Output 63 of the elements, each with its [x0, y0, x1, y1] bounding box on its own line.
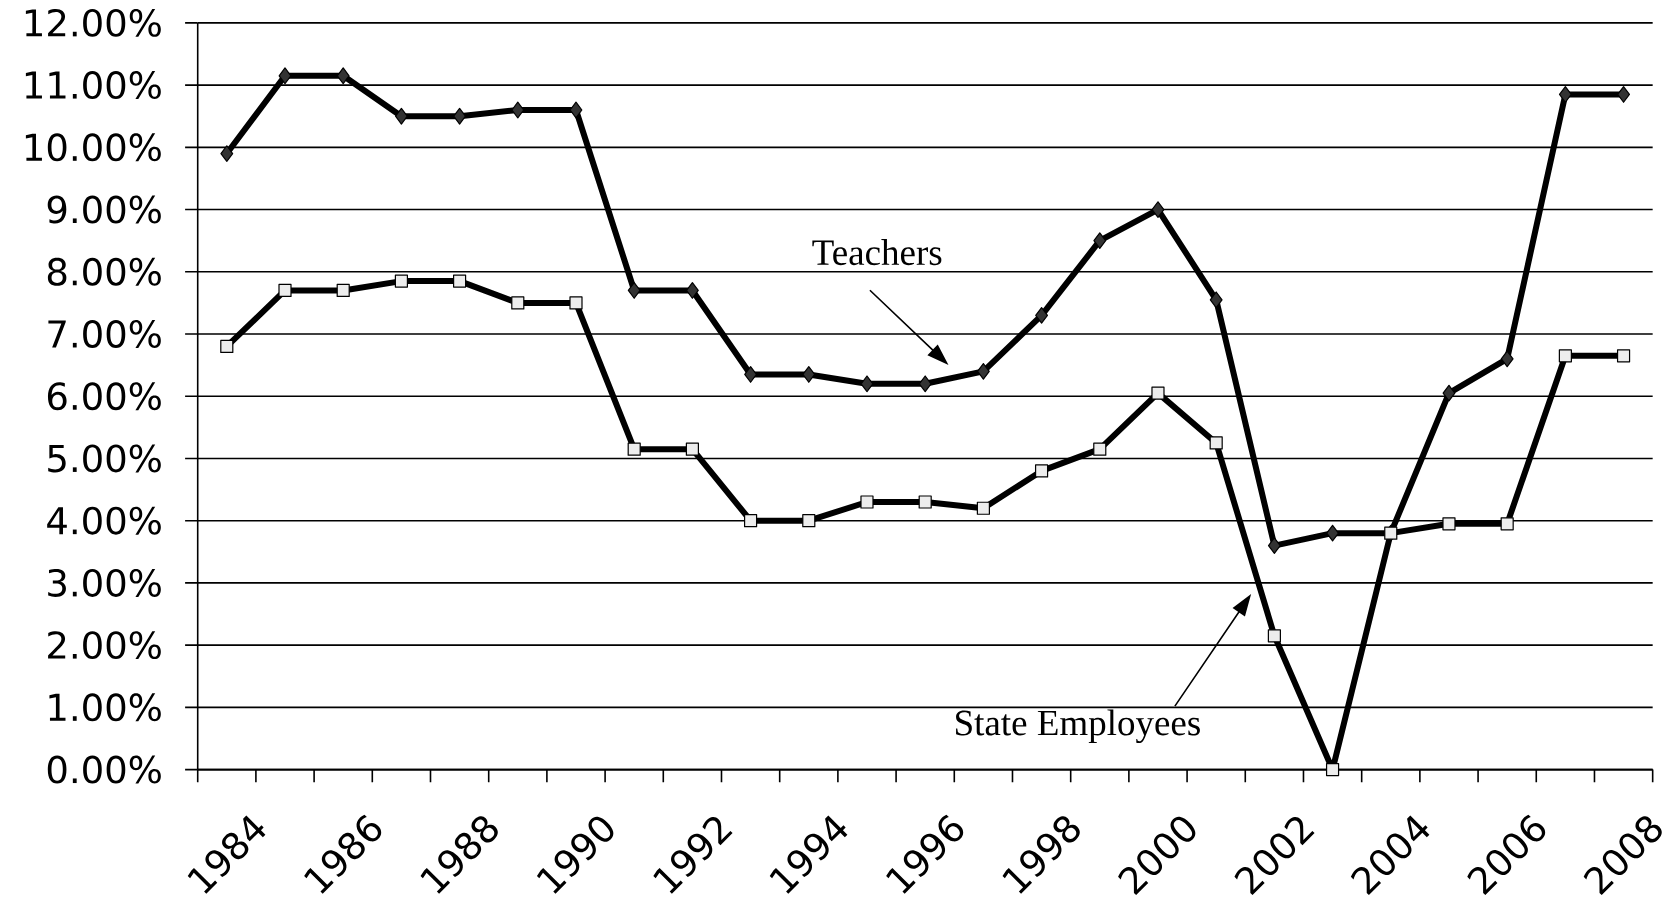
- point: [278, 67, 292, 85]
- point: [1558, 349, 1572, 363]
- point: [511, 296, 525, 310]
- point: [453, 107, 467, 125]
- point: [1500, 350, 1514, 368]
- y-tick-label: 9.00%: [47, 195, 161, 224]
- point: [744, 366, 758, 383]
- point: [336, 283, 350, 298]
- y-tick-label: 8.00%: [47, 257, 161, 286]
- point: [1209, 436, 1223, 450]
- point: [860, 495, 874, 509]
- y-tick-label: 10.00%: [25, 133, 161, 162]
- point: [802, 366, 816, 383]
- point: [511, 101, 525, 119]
- y-tick-label: 6.00%: [47, 382, 161, 411]
- y-tick-label: 12.00%: [25, 8, 161, 37]
- point: [1617, 86, 1631, 103]
- point: [453, 274, 467, 288]
- point: [1325, 762, 1340, 777]
- y-tick-label: 1.00%: [49, 693, 161, 722]
- point: [569, 101, 583, 119]
- point: [685, 282, 699, 299]
- point: [1151, 386, 1165, 400]
- point: [1093, 232, 1107, 250]
- y-tick-label: 11.00%: [25, 71, 161, 100]
- point: [627, 282, 641, 299]
- point: [336, 67, 350, 85]
- point: [627, 442, 641, 456]
- text: Teachers: [812, 239, 942, 266]
- point: [1209, 291, 1223, 309]
- point: [743, 514, 758, 528]
- point: [802, 514, 816, 528]
- point: [220, 339, 234, 354]
- y-tick-label: 3.00%: [48, 568, 161, 597]
- point: [569, 296, 583, 310]
- point: [1151, 201, 1165, 218]
- point: [1267, 537, 1281, 554]
- point: [394, 107, 408, 125]
- point: [685, 442, 699, 456]
- point: [976, 501, 990, 515]
- point: [394, 274, 408, 288]
- point: [1558, 86, 1572, 103]
- point: [1034, 464, 1049, 478]
- point: [278, 283, 292, 298]
- point: [918, 375, 932, 393]
- y-tick-label: 7.00%: [48, 320, 161, 348]
- point: [918, 495, 932, 509]
- y-tick-label: 0.00%: [47, 755, 161, 784]
- point: [1442, 384, 1456, 402]
- point: [220, 145, 234, 162]
- y-tick-label: 2.00%: [48, 631, 161, 660]
- point: [1093, 442, 1107, 456]
- point: [976, 362, 990, 380]
- y-tick-label: 5.00%: [48, 444, 161, 473]
- point: [1616, 349, 1631, 363]
- point: [1035, 306, 1049, 324]
- point: [1267, 629, 1281, 643]
- text: State Employees: [956, 709, 1200, 744]
- y-tick-label: 4.00%: [47, 506, 161, 535]
- point: [1326, 524, 1340, 542]
- point: [1500, 517, 1514, 531]
- point: [860, 375, 874, 393]
- point: [1442, 517, 1456, 531]
